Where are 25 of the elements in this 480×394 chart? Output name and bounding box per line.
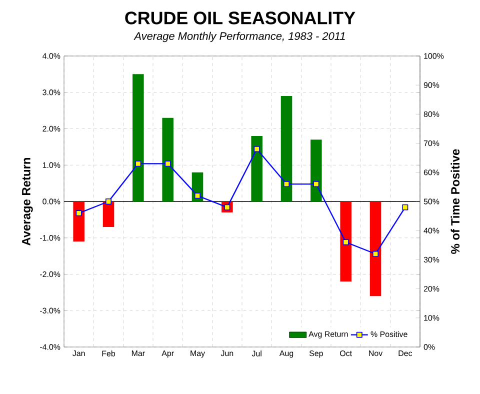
y-axis-title: Average Return [22, 158, 33, 246]
bar [251, 136, 262, 202]
bar [280, 96, 292, 202]
point [284, 181, 290, 188]
bar [162, 118, 174, 202]
point [342, 239, 349, 246]
point [402, 204, 408, 210]
chart-subtitle: Average Monthly Performance, 1983 - 2011 [134, 32, 345, 42]
bar [102, 202, 114, 227]
point [76, 210, 82, 216]
bar [340, 202, 352, 282]
point [135, 160, 142, 167]
y2-axis-title: % of Time Positive [450, 149, 460, 254]
chart-title: CRUDE OIL SEASONALITY [125, 12, 356, 24]
point [254, 146, 260, 152]
bar [73, 202, 84, 242]
point [372, 250, 378, 257]
point [106, 198, 112, 204]
point [194, 192, 200, 199]
bar [370, 202, 382, 296]
bar [310, 140, 322, 202]
point [164, 160, 171, 167]
bar [132, 74, 144, 202]
point [224, 204, 230, 210]
point [313, 181, 320, 188]
